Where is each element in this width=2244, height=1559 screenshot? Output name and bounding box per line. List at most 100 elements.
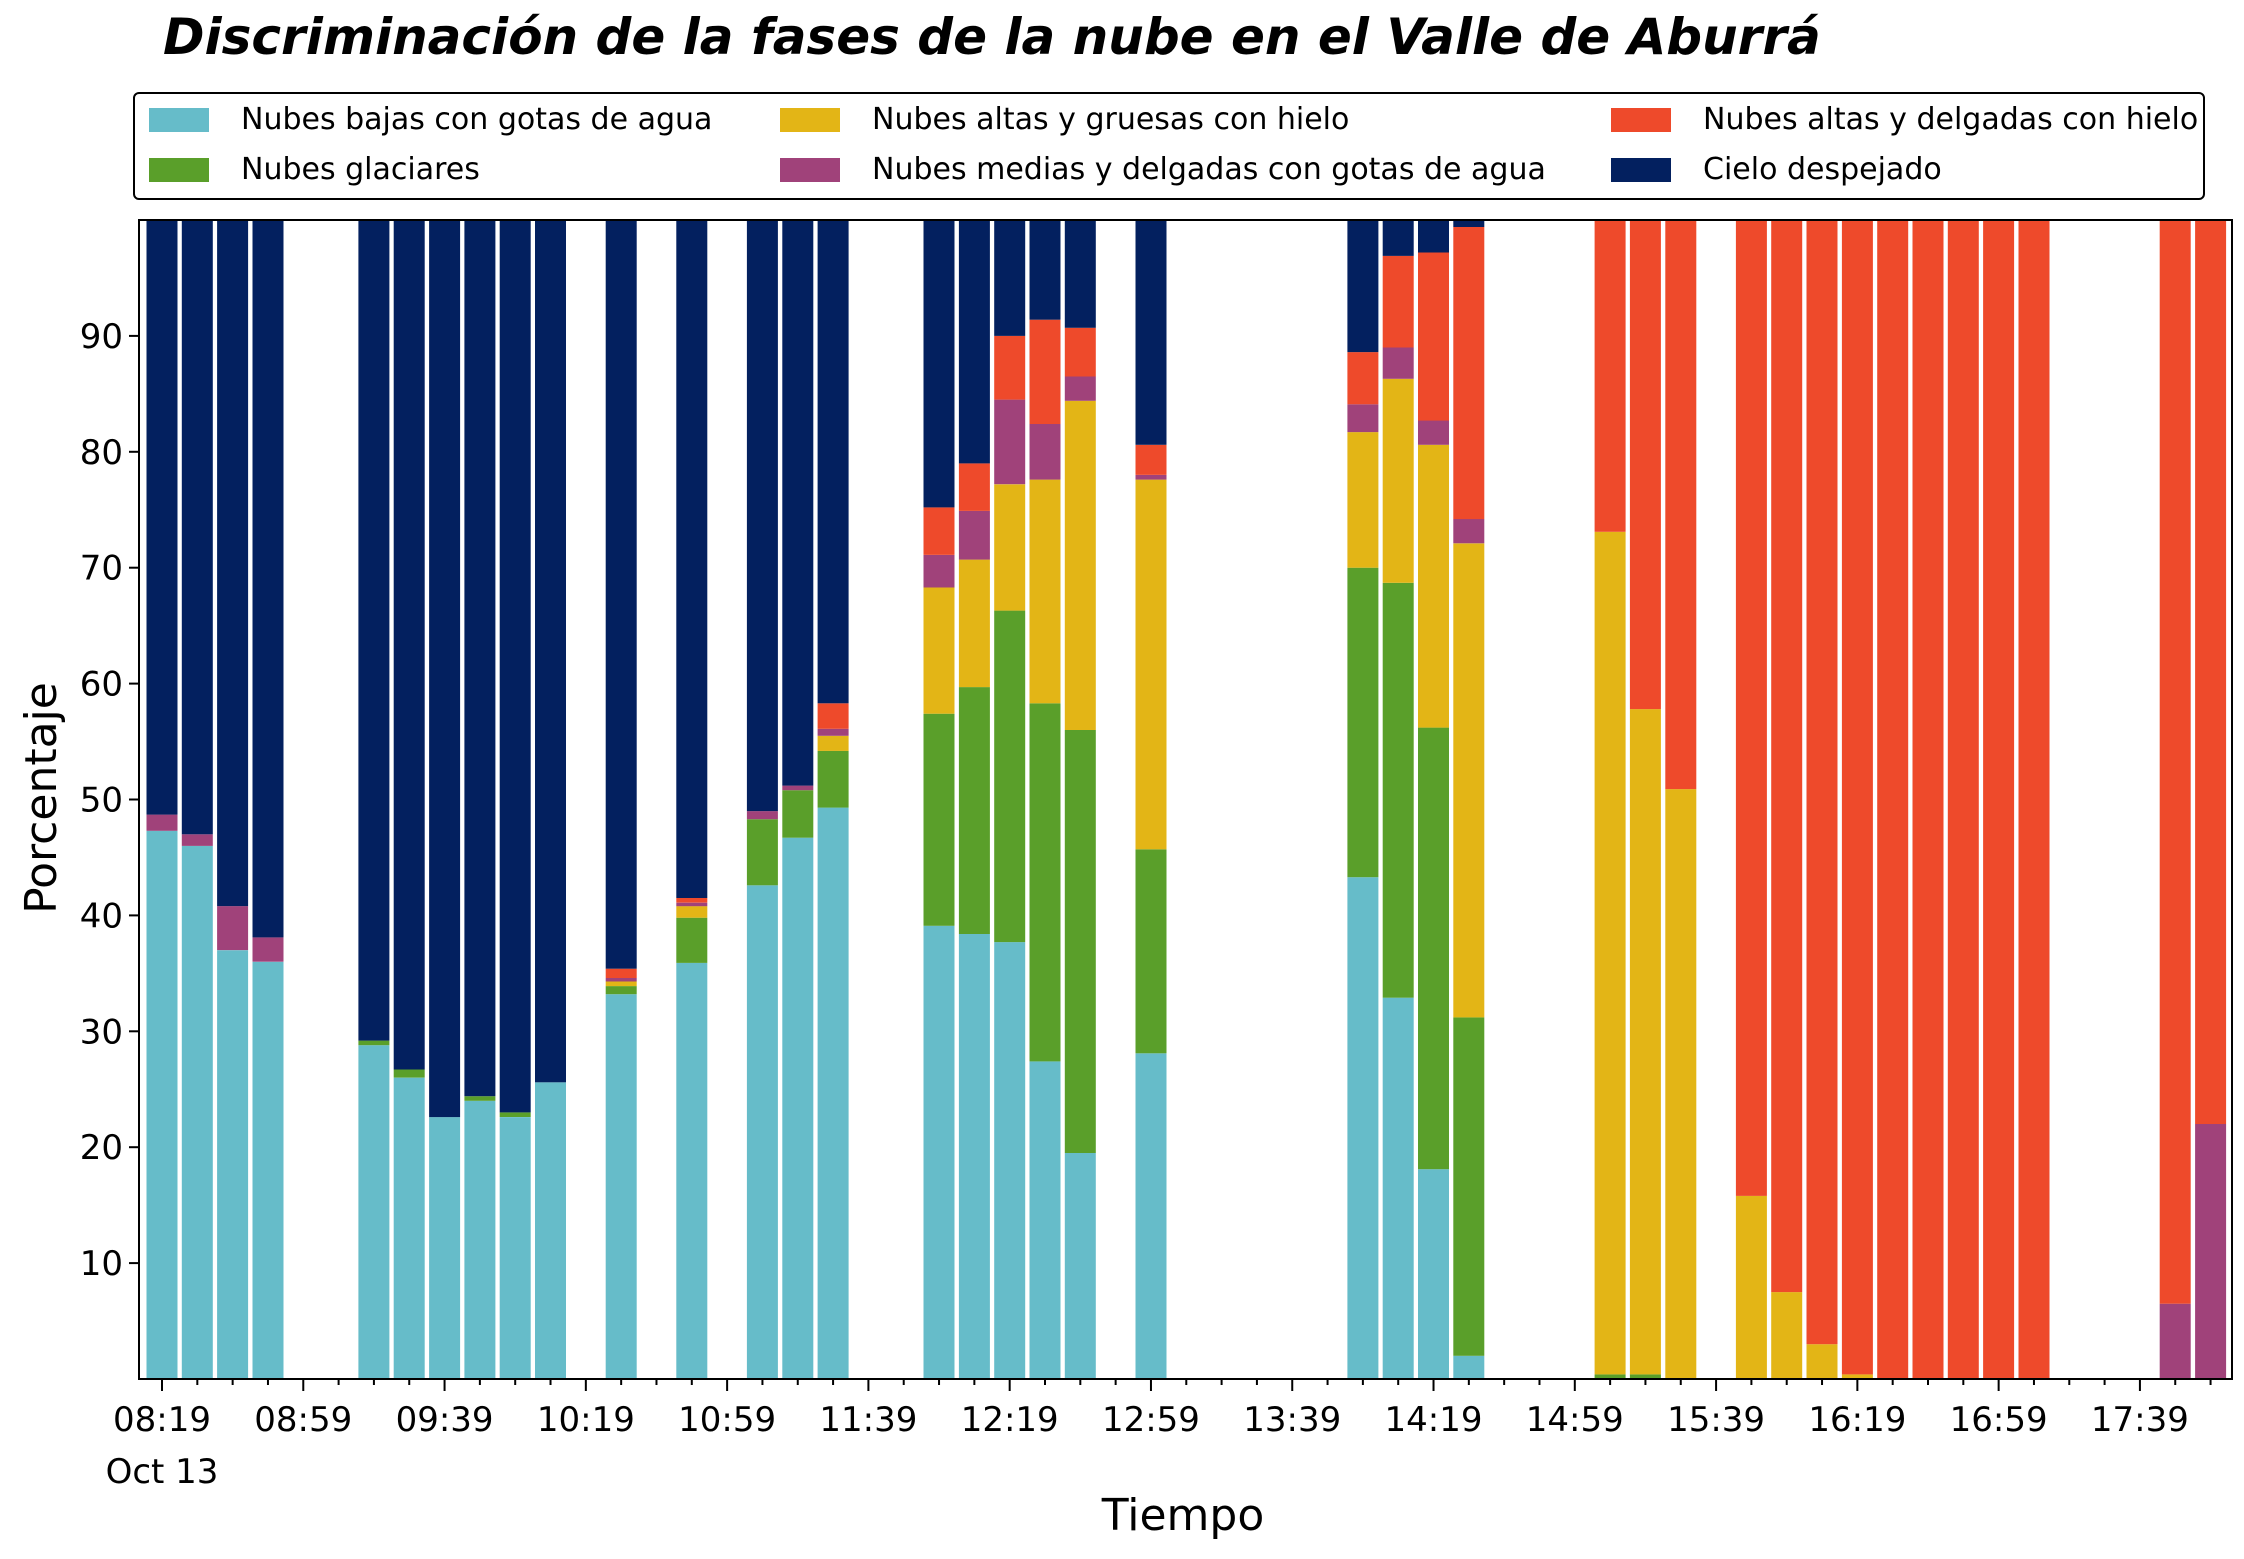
bar-segment [429,220,461,1118]
bar-segment [181,220,213,835]
bar-segment [1806,1344,1838,1379]
bar-segment [1347,877,1379,1379]
bar-segment [1029,220,1061,320]
x-tick-label: 16:19 [1808,1400,1906,1440]
x-tick-label: 12:19 [961,1400,1059,1440]
bar-segment [1029,703,1061,1062]
bar-segment [1418,252,1449,421]
bar-segment [1064,400,1096,730]
bar-segment [1735,220,1767,1196]
bar-segment [817,220,849,704]
bar-segment [1453,1017,1485,1356]
bar-segment [1382,255,1414,348]
y-tick-label: 30 [80,1012,123,1052]
bar-segment [782,785,814,791]
legend-label: Nubes medias y delgadas con gotas de agu… [872,152,1546,187]
x-tick-label: 08:59 [254,1400,352,1440]
bar-segment [817,728,849,736]
bar-segment [817,703,849,729]
bars-layer [146,220,2227,1379]
bar-segment [393,220,425,1070]
bar-segment [994,610,1026,943]
x-tick-label: 15:39 [1667,1400,1765,1440]
bar-segment [1135,479,1167,850]
bar-segment [923,587,955,714]
bar-segment [1064,327,1096,377]
y-tick-label: 80 [80,433,123,473]
bar-segment [605,986,637,995]
x-tick-sublabel: Oct 13 [106,1452,219,1492]
legend-swatch [780,107,840,132]
bar-segment [1135,849,1167,1054]
bar-segment [1347,567,1379,878]
bar-segment [1841,220,1873,1375]
bar-segment [1029,424,1061,480]
bar-segment [746,220,778,812]
bar-segment [1877,220,1909,1379]
legend-item: Cielo despejado [1611,152,1942,187]
bar-segment [2195,1124,2227,1379]
bar-segment [464,1100,496,1379]
bar-segment [676,917,708,963]
bar-segment [358,1045,390,1379]
bar-segment [217,220,249,907]
y-tick-label: 90 [80,317,123,357]
bar-segment [1983,220,2015,1379]
bar-segment [746,885,778,1379]
bar-segment [1629,220,1661,710]
bar-segment [1594,1374,1626,1379]
bar-segment [817,750,849,808]
bar-segment [1418,444,1449,728]
bar-segment [252,961,284,1379]
bar-segment [1135,1053,1167,1379]
bar-segment [1665,220,1697,790]
bar-segment [676,898,708,903]
y-tick-label: 50 [80,781,123,821]
bar-segment [1735,1195,1767,1379]
bar-segment [1347,352,1379,405]
legend-item: Nubes bajas con gotas de agua [149,102,712,137]
bar-segment [1029,479,1061,704]
bar-segment [499,1117,531,1379]
bar-segment [605,220,637,969]
bar-segment [252,937,284,962]
bar-segment [1347,432,1379,568]
axes-layer: 10 20 30 40 50 60 70 80 90 08:19 Oct 13 08:59 09:39 1… [80,219,2233,1492]
bar-segment [1029,1061,1061,1379]
bar-segment [1629,1374,1661,1379]
bar-segment [2195,220,2227,1124]
bar-segment [958,933,990,1379]
x-tick-label: 11:39 [819,1400,917,1440]
bar-segment [181,845,213,1379]
bar-segment [676,962,708,1379]
bar-segment [1841,1374,1873,1379]
bar-segment [217,906,249,951]
bar-segment [1629,709,1661,1375]
bar-segment [746,819,778,886]
bar-segment [1135,475,1167,480]
bar-segment [605,968,637,978]
bar-segment [1806,220,1838,1345]
bar-segment [1064,730,1096,1153]
x-tick-label: 10:59 [678,1400,776,1440]
y-tick-label: 20 [80,1128,123,1168]
legend-label: Cielo despejado [1703,152,1942,187]
x-tick-label: 14:59 [1526,1400,1624,1440]
legend-label: Nubes altas y gruesas con hielo [872,102,1350,137]
bar-segment [358,220,390,1041]
bar-segment [605,981,637,987]
legend-item: Nubes glaciares [149,152,480,187]
bar-segment [676,906,708,918]
bar-segment [994,942,1026,1379]
bar-segment [1665,789,1697,1379]
legend-swatch [1611,157,1671,182]
bar-segment [1453,519,1485,544]
bar-segment [958,463,990,511]
bar-segment [676,220,708,898]
bar-segment [958,510,990,560]
bar-segment [1418,727,1449,1170]
bar-segment [605,994,637,1379]
bar-segment [1453,1355,1485,1379]
legend-swatch [149,157,209,182]
legend-item: Nubes altas y gruesas con hielo [780,102,1349,137]
